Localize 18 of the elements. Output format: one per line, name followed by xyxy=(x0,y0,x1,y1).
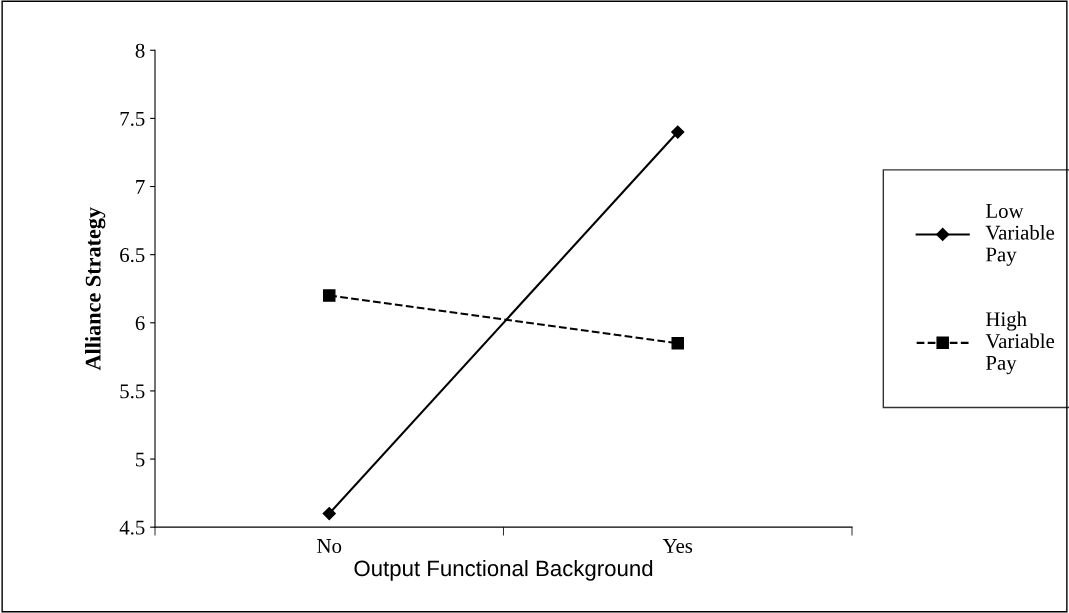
y-tick-label: 6 xyxy=(135,316,145,331)
point xyxy=(671,125,685,139)
y-tick-label: 7.5 xyxy=(120,111,145,126)
point xyxy=(322,506,336,521)
y-tick-label: 5 xyxy=(136,452,145,467)
legend-label: High Variable Pay xyxy=(985,311,1055,375)
x-tick-label: No xyxy=(317,539,342,553)
y-tick-label: 8 xyxy=(135,43,145,58)
x-axis-title: Output Functional Background xyxy=(354,559,653,581)
point xyxy=(671,336,684,350)
legend-label: Low Variable Pay xyxy=(985,204,1055,266)
y-tick-label: 7 xyxy=(136,180,145,194)
point xyxy=(323,289,336,302)
x-tick-label: Yes xyxy=(662,539,693,553)
y-tick-label: 6.5 xyxy=(120,248,145,263)
y-tick-label: 5.5 xyxy=(120,384,145,399)
y-axis-title: Alliance Strategy xyxy=(85,207,106,371)
y-tick-label: 4.5 xyxy=(119,520,145,535)
